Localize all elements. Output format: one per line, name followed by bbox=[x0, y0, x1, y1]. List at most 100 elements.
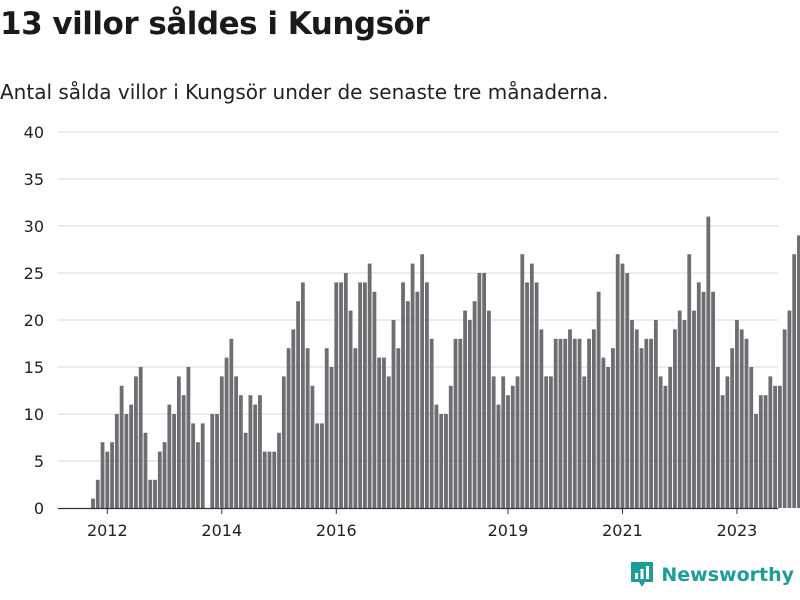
y-tick-label: 30 bbox=[24, 217, 44, 236]
bar bbox=[773, 385, 778, 508]
bar bbox=[572, 338, 577, 508]
bar bbox=[396, 348, 401, 508]
bar bbox=[243, 432, 248, 508]
bar bbox=[425, 282, 429, 508]
bar bbox=[91, 498, 95, 508]
bar bbox=[95, 479, 100, 508]
bar bbox=[611, 348, 615, 508]
y-tick-label: 35 bbox=[24, 170, 44, 189]
bar bbox=[215, 414, 219, 508]
bar bbox=[300, 282, 305, 508]
bar bbox=[482, 273, 487, 508]
bar bbox=[744, 338, 749, 508]
x-tick-label: 2014 bbox=[201, 521, 242, 540]
bar bbox=[544, 376, 549, 508]
bar bbox=[529, 263, 534, 508]
bar bbox=[735, 320, 739, 508]
bar bbox=[267, 451, 272, 508]
bar bbox=[172, 414, 176, 508]
bar bbox=[549, 376, 553, 508]
bar bbox=[477, 273, 482, 508]
bar bbox=[176, 376, 181, 508]
bar bbox=[782, 329, 787, 508]
bar bbox=[472, 301, 477, 508]
bar bbox=[224, 357, 229, 508]
bar bbox=[286, 348, 291, 508]
x-tick-label: 2019 bbox=[488, 521, 529, 540]
bar bbox=[539, 329, 544, 508]
bar bbox=[677, 310, 682, 508]
y-tick-label: 5 bbox=[34, 452, 44, 471]
bar bbox=[496, 404, 501, 508]
bar bbox=[553, 338, 558, 508]
bar bbox=[520, 254, 525, 508]
bar bbox=[386, 376, 391, 508]
bar bbox=[749, 367, 754, 508]
bar bbox=[501, 376, 506, 508]
newsworthy-logo: Newsworthy bbox=[629, 560, 794, 590]
bar bbox=[391, 320, 396, 508]
bar bbox=[687, 254, 692, 508]
bar bbox=[692, 310, 696, 508]
bar bbox=[453, 338, 458, 508]
bar bbox=[196, 442, 200, 508]
bar bbox=[577, 338, 582, 508]
bar bbox=[439, 414, 444, 508]
bar bbox=[401, 282, 405, 508]
y-tick-label: 0 bbox=[34, 499, 44, 518]
bar bbox=[410, 263, 415, 508]
bar bbox=[343, 273, 348, 508]
bar bbox=[668, 367, 673, 508]
bar bbox=[606, 367, 611, 508]
bar bbox=[148, 479, 153, 508]
bar bbox=[596, 291, 601, 508]
bar bbox=[119, 385, 124, 508]
bar bbox=[219, 376, 224, 508]
bar bbox=[415, 291, 420, 508]
bar bbox=[563, 338, 568, 508]
bar bbox=[458, 338, 463, 508]
bar bbox=[644, 338, 649, 508]
bar bbox=[582, 376, 587, 508]
bar bbox=[591, 329, 596, 508]
bar bbox=[134, 376, 138, 508]
y-tick-label: 20 bbox=[24, 311, 44, 330]
bar bbox=[181, 395, 186, 508]
bar bbox=[653, 320, 658, 508]
bar bbox=[673, 329, 677, 508]
bar bbox=[587, 338, 591, 508]
bar bbox=[630, 320, 634, 508]
bar bbox=[272, 451, 277, 508]
bar bbox=[625, 273, 630, 508]
bar bbox=[124, 414, 129, 508]
bar bbox=[100, 442, 105, 508]
bar bbox=[444, 414, 448, 508]
bar bbox=[634, 329, 639, 508]
bar bbox=[758, 395, 763, 508]
bar bbox=[153, 479, 157, 508]
bar bbox=[725, 376, 730, 508]
bar bbox=[448, 385, 453, 508]
bar bbox=[558, 338, 563, 508]
bar bbox=[715, 367, 720, 508]
bar bbox=[658, 376, 663, 508]
bar bbox=[143, 432, 148, 508]
bar bbox=[377, 357, 382, 508]
y-tick-label: 10 bbox=[24, 405, 44, 424]
bar bbox=[434, 404, 439, 508]
bar bbox=[615, 254, 620, 508]
bars bbox=[91, 216, 800, 508]
bar bbox=[191, 423, 196, 508]
bar bbox=[706, 216, 711, 508]
x-tick-label: 2021 bbox=[602, 521, 643, 540]
bar bbox=[372, 291, 377, 508]
bar bbox=[229, 338, 234, 508]
bar bbox=[281, 376, 286, 508]
x-tick-label: 2023 bbox=[717, 521, 758, 540]
bar bbox=[568, 329, 572, 508]
y-axis-ticks: 0 5 10 15 20 25 30 35 40 bbox=[24, 123, 44, 518]
bar bbox=[663, 385, 668, 508]
bar bbox=[210, 414, 215, 508]
chart-subtitle: Antal sålda villor i Kungsör under de se… bbox=[0, 80, 609, 104]
bar bbox=[420, 254, 425, 508]
